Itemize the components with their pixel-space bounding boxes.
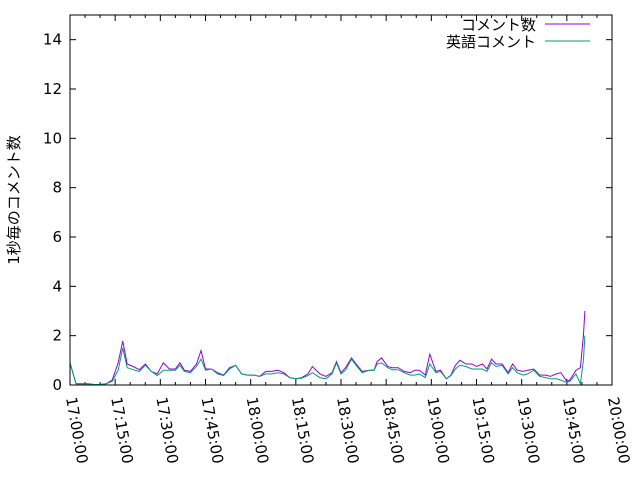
x-tick-label: 17:45:00 [198,396,227,465]
y-tick-label: 4 [52,277,62,295]
x-tick-label: 17:15:00 [107,396,136,465]
plot-frame [69,14,613,386]
legend-label-english-comments: 英語コメント [446,33,536,51]
series-line-1 [69,335,586,386]
x-tick-label: 18:30:00 [333,396,362,465]
y-tick-label: 10 [43,129,62,147]
x-tick-label: 18:15:00 [288,396,317,465]
y-tick-label: 0 [52,376,62,394]
x-tick-label: 17:00:00 [62,396,91,465]
legend: コメント数 英語コメント [446,16,590,51]
x-tick-label: 19:15:00 [469,396,498,465]
x-tick-label: 19:30:00 [514,396,543,465]
x-tick-label: 19:45:00 [559,396,588,465]
legend-label-comments: コメント数 [461,16,536,34]
x-tick-label: 17:30:00 [152,396,181,465]
y-tick-label: 8 [52,179,62,197]
x-tick-label: 18:00:00 [243,396,272,465]
y-tick-label: 14 [43,31,62,49]
y-tick-label: 12 [43,80,62,98]
x-tick-label: 19:00:00 [423,396,452,465]
y-tick-label: 2 [52,327,62,345]
y-axis-label: 1秒毎のコメント数 [5,135,23,265]
y-tick-label: 6 [52,228,62,246]
series-line-0 [69,310,586,385]
x-tick-label: 20:00:00 [604,396,633,465]
x-tick-label: 18:45:00 [378,396,407,465]
